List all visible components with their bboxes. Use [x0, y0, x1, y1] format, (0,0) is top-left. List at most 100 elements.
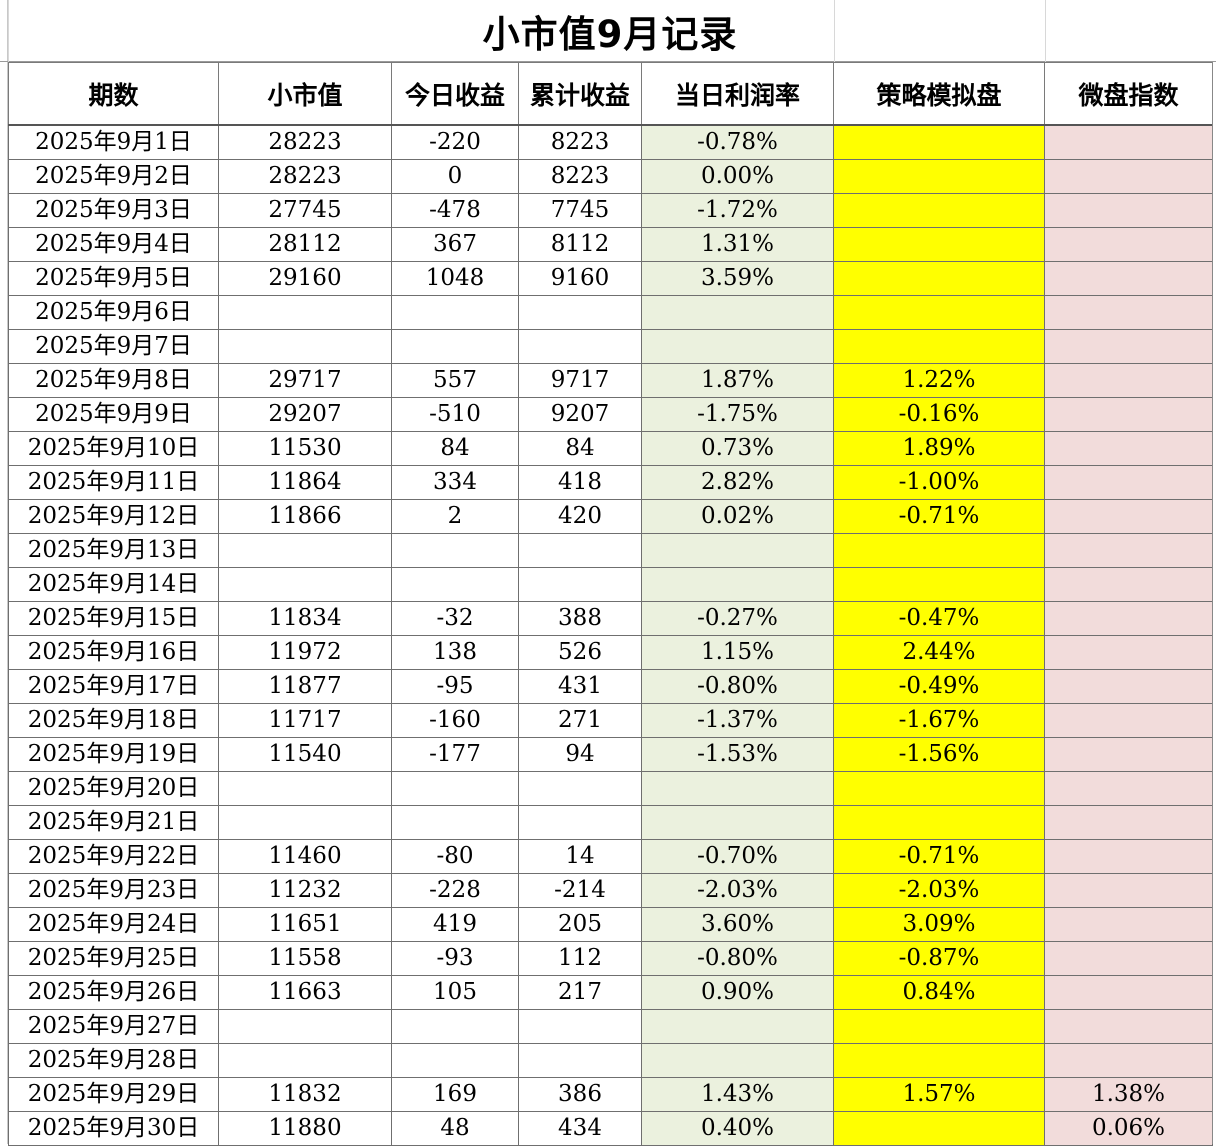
- micro-index-cell[interactable]: [1044, 499, 1213, 534]
- date-cell[interactable]: 2025年9月3日: [8, 193, 219, 228]
- cumulative-profit-cell[interactable]: [518, 805, 642, 840]
- strategy-sim-cell[interactable]: -1.00%: [833, 465, 1045, 500]
- micro-index-cell[interactable]: [1044, 669, 1213, 704]
- micro-index-cell[interactable]: [1044, 601, 1213, 636]
- micro-index-cell[interactable]: [1044, 567, 1213, 602]
- small-cap-cell[interactable]: [218, 1009, 392, 1044]
- micro-index-cell[interactable]: 0.06%: [1044, 1111, 1213, 1146]
- daily-profit-cell[interactable]: 0: [391, 159, 519, 194]
- small-cap-cell[interactable]: [218, 567, 392, 602]
- cumulative-profit-cell[interactable]: 434: [518, 1111, 642, 1146]
- strategy-sim-cell[interactable]: 2.44%: [833, 635, 1045, 670]
- sheet-title[interactable]: 小市值9月记录: [482, 13, 738, 56]
- cumulative-profit-cell[interactable]: 386: [518, 1077, 642, 1112]
- daily-profit-cell[interactable]: [391, 329, 519, 364]
- small-cap-cell[interactable]: 11880: [218, 1111, 392, 1146]
- header-period[interactable]: 期数: [8, 62, 219, 126]
- strategy-sim-cell[interactable]: [833, 771, 1045, 806]
- strategy-sim-cell[interactable]: [833, 261, 1045, 296]
- small-cap-cell[interactable]: 11832: [218, 1077, 392, 1112]
- daily-rate-cell[interactable]: [641, 567, 834, 602]
- date-cell[interactable]: 2025年9月25日: [8, 941, 219, 976]
- cumulative-profit-cell[interactable]: 94: [518, 737, 642, 772]
- small-cap-cell[interactable]: [218, 1043, 392, 1078]
- daily-profit-cell[interactable]: -478: [391, 193, 519, 228]
- micro-index-cell[interactable]: [1044, 159, 1213, 194]
- header-daily-profit[interactable]: 今日收益: [391, 62, 519, 126]
- micro-index-cell[interactable]: [1044, 873, 1213, 908]
- cumulative-profit-cell[interactable]: [518, 533, 642, 568]
- date-cell[interactable]: 2025年9月9日: [8, 397, 219, 432]
- small-cap-cell[interactable]: 27745: [218, 193, 392, 228]
- micro-index-cell[interactable]: [1044, 1043, 1213, 1078]
- small-cap-cell[interactable]: [218, 771, 392, 806]
- cumulative-profit-cell[interactable]: 14: [518, 839, 642, 874]
- micro-index-cell[interactable]: 1.38%: [1044, 1077, 1213, 1112]
- strategy-sim-cell[interactable]: 3.09%: [833, 907, 1045, 942]
- daily-rate-cell[interactable]: -2.03%: [641, 873, 834, 908]
- daily-rate-cell[interactable]: 2.82%: [641, 465, 834, 500]
- small-cap-cell[interactable]: [218, 295, 392, 330]
- strategy-sim-cell[interactable]: -0.47%: [833, 601, 1045, 636]
- daily-rate-cell[interactable]: -0.80%: [641, 669, 834, 704]
- daily-rate-cell[interactable]: 1.15%: [641, 635, 834, 670]
- strategy-sim-cell[interactable]: [833, 124, 1045, 160]
- date-cell[interactable]: 2025年9月6日: [8, 295, 219, 330]
- date-cell[interactable]: 2025年9月7日: [8, 329, 219, 364]
- strategy-sim-cell[interactable]: -0.49%: [833, 669, 1045, 704]
- daily-profit-cell[interactable]: 48: [391, 1111, 519, 1146]
- small-cap-cell[interactable]: [218, 805, 392, 840]
- strategy-sim-cell[interactable]: [833, 329, 1045, 364]
- micro-index-cell[interactable]: [1044, 397, 1213, 432]
- strategy-sim-cell[interactable]: -0.16%: [833, 397, 1045, 432]
- small-cap-cell[interactable]: 11232: [218, 873, 392, 908]
- strategy-sim-cell[interactable]: [833, 295, 1045, 330]
- small-cap-cell[interactable]: 11540: [218, 737, 392, 772]
- strategy-sim-cell[interactable]: -1.67%: [833, 703, 1045, 738]
- daily-rate-cell[interactable]: 0.00%: [641, 159, 834, 194]
- strategy-sim-cell[interactable]: [833, 533, 1045, 568]
- strategy-sim-cell[interactable]: -2.03%: [833, 873, 1045, 908]
- micro-index-cell[interactable]: [1044, 975, 1213, 1010]
- daily-rate-cell[interactable]: 1.43%: [641, 1077, 834, 1112]
- cumulative-profit-cell[interactable]: 112: [518, 941, 642, 976]
- cumulative-profit-cell[interactable]: 9717: [518, 363, 642, 398]
- cumulative-profit-cell[interactable]: 526: [518, 635, 642, 670]
- date-cell[interactable]: 2025年9月18日: [8, 703, 219, 738]
- daily-profit-cell[interactable]: 105: [391, 975, 519, 1010]
- cumulative-profit-cell[interactable]: -214: [518, 873, 642, 908]
- micro-index-cell[interactable]: [1044, 124, 1213, 160]
- daily-rate-cell[interactable]: -0.27%: [641, 601, 834, 636]
- strategy-sim-cell[interactable]: [833, 805, 1045, 840]
- date-cell[interactable]: 2025年9月10日: [8, 431, 219, 466]
- daily-profit-cell[interactable]: -95: [391, 669, 519, 704]
- cumulative-profit-cell[interactable]: 271: [518, 703, 642, 738]
- cumulative-profit-cell[interactable]: 8223: [518, 159, 642, 194]
- date-cell[interactable]: 2025年9月1日: [8, 124, 219, 160]
- cumulative-profit-cell[interactable]: [518, 329, 642, 364]
- daily-profit-cell[interactable]: [391, 1009, 519, 1044]
- strategy-sim-cell[interactable]: [833, 1111, 1045, 1146]
- daily-rate-cell[interactable]: 1.87%: [641, 363, 834, 398]
- date-cell[interactable]: 2025年9月22日: [8, 839, 219, 874]
- date-cell[interactable]: 2025年9月13日: [8, 533, 219, 568]
- small-cap-cell[interactable]: 11866: [218, 499, 392, 534]
- cumulative-profit-cell[interactable]: 7745: [518, 193, 642, 228]
- daily-rate-cell[interactable]: -1.75%: [641, 397, 834, 432]
- daily-profit-cell[interactable]: [391, 567, 519, 602]
- daily-profit-cell[interactable]: 367: [391, 227, 519, 262]
- daily-profit-cell[interactable]: [391, 771, 519, 806]
- strategy-sim-cell[interactable]: 1.22%: [833, 363, 1045, 398]
- strategy-sim-cell[interactable]: [833, 227, 1045, 262]
- cumulative-profit-cell[interactable]: 9160: [518, 261, 642, 296]
- small-cap-cell[interactable]: 11972: [218, 635, 392, 670]
- daily-profit-cell[interactable]: -510: [391, 397, 519, 432]
- daily-profit-cell[interactable]: 138: [391, 635, 519, 670]
- cumulative-profit-cell[interactable]: 418: [518, 465, 642, 500]
- daily-rate-cell[interactable]: 0.02%: [641, 499, 834, 534]
- cumulative-profit-cell[interactable]: [518, 1043, 642, 1078]
- daily-rate-cell[interactable]: [641, 329, 834, 364]
- micro-index-cell[interactable]: [1044, 431, 1213, 466]
- cumulative-profit-cell[interactable]: [518, 1009, 642, 1044]
- daily-rate-cell[interactable]: [641, 295, 834, 330]
